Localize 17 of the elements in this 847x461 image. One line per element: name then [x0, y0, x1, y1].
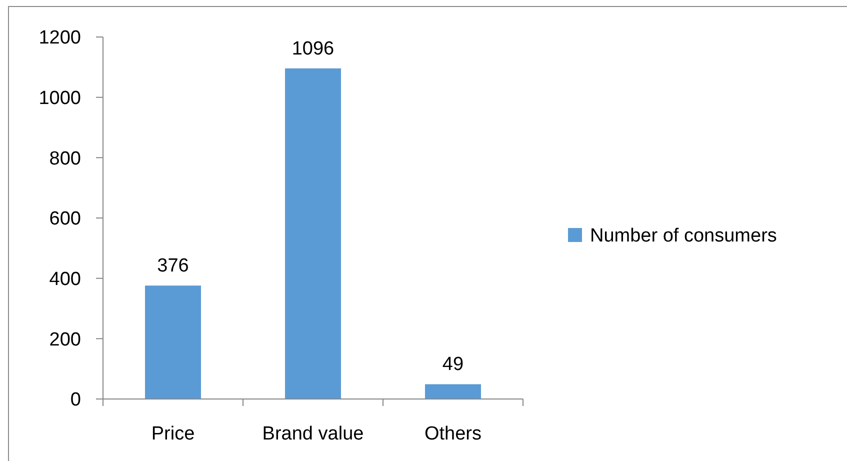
x-tick-label: Brand value	[262, 424, 364, 445]
bar	[145, 286, 201, 399]
y-tick-label: 200	[49, 329, 81, 350]
y-tick-label: 1200	[38, 28, 81, 49]
y-tick-label: 400	[49, 268, 81, 290]
y-tick-label: 0	[70, 390, 81, 411]
bar	[285, 68, 341, 399]
y-tick-label: 600	[49, 208, 81, 230]
x-tick-label: Price	[151, 424, 195, 445]
data-label: 49	[442, 354, 464, 376]
x-tick-label: Others	[424, 424, 482, 445]
data-label: 376	[157, 256, 189, 277]
data-label: 1096	[292, 38, 334, 60]
y-tick-label: 800	[49, 148, 81, 170]
bar	[425, 384, 481, 399]
y-tick-label: 1000	[38, 88, 81, 109]
legend-label: Number of consumers	[590, 226, 777, 247]
